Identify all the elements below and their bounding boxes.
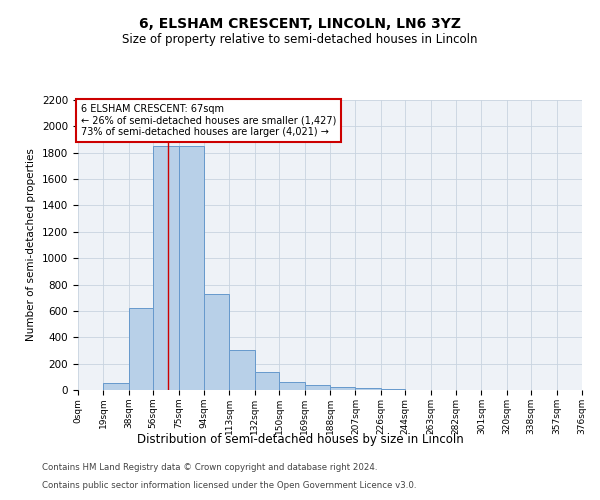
Y-axis label: Number of semi-detached properties: Number of semi-detached properties: [26, 148, 37, 342]
Bar: [153, 146, 179, 390]
Text: Contains HM Land Registry data © Crown copyright and database right 2024.: Contains HM Land Registry data © Crown c…: [42, 464, 377, 472]
Bar: [179, 146, 204, 390]
Bar: [103, 384, 129, 390]
Bar: [229, 350, 255, 390]
Text: Size of property relative to semi-detached houses in Lincoln: Size of property relative to semi-detach…: [122, 32, 478, 46]
Text: Contains public sector information licensed under the Open Government Licence v3: Contains public sector information licen…: [42, 481, 416, 490]
Bar: [305, 386, 330, 390]
Bar: [355, 388, 381, 390]
Bar: [330, 388, 355, 390]
Bar: [279, 382, 305, 390]
Bar: [204, 294, 229, 390]
Bar: [255, 372, 279, 390]
Bar: [129, 308, 153, 390]
Text: 6, ELSHAM CRESCENT, LINCOLN, LN6 3YZ: 6, ELSHAM CRESCENT, LINCOLN, LN6 3YZ: [139, 18, 461, 32]
Text: 6 ELSHAM CRESCENT: 67sqm
← 26% of semi-detached houses are smaller (1,427)
73% o: 6 ELSHAM CRESCENT: 67sqm ← 26% of semi-d…: [80, 104, 336, 137]
Text: Distribution of semi-detached houses by size in Lincoln: Distribution of semi-detached houses by …: [137, 432, 463, 446]
